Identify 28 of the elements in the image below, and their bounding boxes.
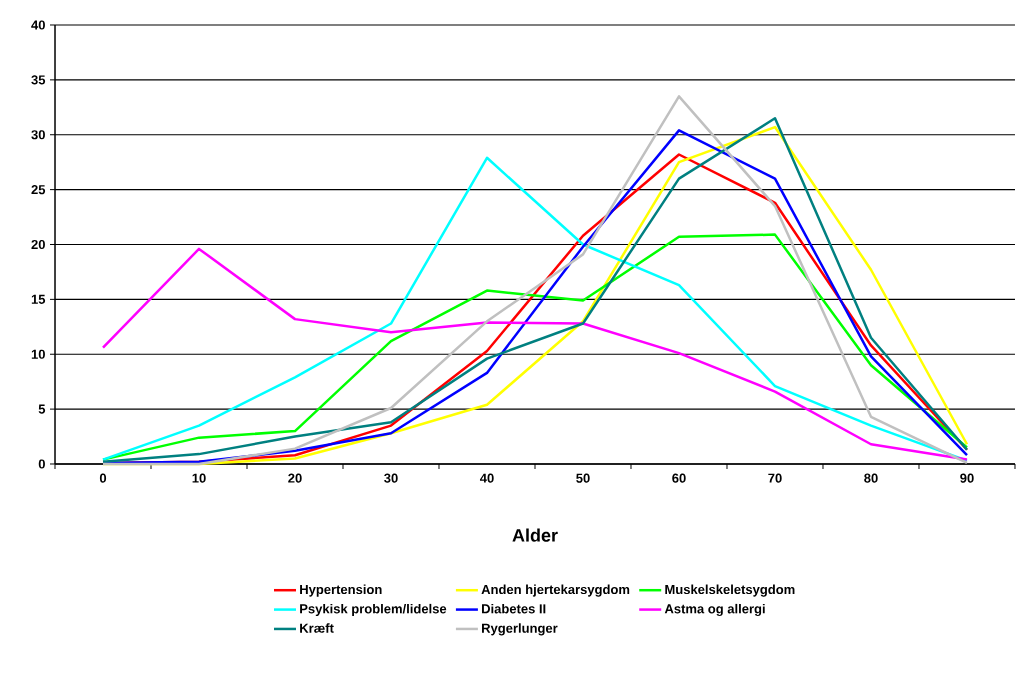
y-tick-label: 35 xyxy=(31,75,46,85)
y-tick-label: 20 xyxy=(31,239,45,250)
y-tick-label: 30 xyxy=(31,130,45,140)
y-tick-label: 25 xyxy=(31,185,46,195)
legend-label: Anden hjertekarsygdom xyxy=(481,584,630,597)
y-tick-label: 15 xyxy=(31,294,46,304)
x-tick-label: 70 xyxy=(768,473,782,483)
x-tick-label: 40 xyxy=(479,473,494,483)
y-tick-label: 10 xyxy=(31,349,45,359)
x-tick-label: 80 xyxy=(864,473,878,483)
legend-label: Muskelskeletsygdom xyxy=(665,584,795,597)
legend-label: Hypertension xyxy=(300,584,382,597)
y-tick-label: 0 xyxy=(38,459,45,469)
legend-label: Psykisk problem/lidelse xyxy=(300,603,447,617)
y-tick-label: 40 xyxy=(31,20,45,30)
x-tick-label: 90 xyxy=(960,473,974,483)
x-tick-label: 30 xyxy=(384,473,398,483)
x-tick-label: 10 xyxy=(192,473,206,483)
legend-label: Rygerlunger xyxy=(482,623,558,636)
x-tick-label: 0 xyxy=(99,473,107,483)
x-tick-label: 50 xyxy=(576,473,590,483)
y-tick-label: 5 xyxy=(38,404,46,414)
x-axis-title: Alder xyxy=(512,528,558,542)
legend-label: Astma og allergi xyxy=(664,603,765,617)
x-tick-label: 20 xyxy=(288,473,302,483)
legend-label: Diabetes II xyxy=(482,603,546,614)
x-tick-label: 60 xyxy=(672,473,686,483)
legend-label: Kræft xyxy=(300,623,334,633)
